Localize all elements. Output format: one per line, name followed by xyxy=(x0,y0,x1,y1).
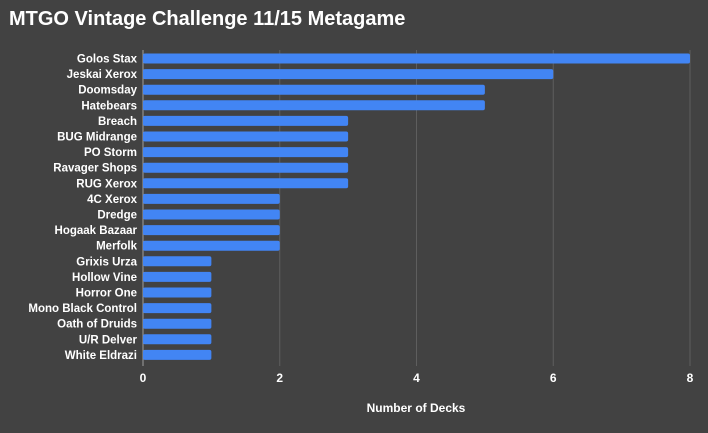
x-tick-label: 2 xyxy=(276,371,283,385)
category-label: White Eldrazi xyxy=(65,350,137,362)
x-tick-label: 8 xyxy=(687,371,694,385)
bar xyxy=(143,334,212,345)
bar xyxy=(143,115,349,126)
bar xyxy=(143,209,280,220)
category-label: BUG Midrange xyxy=(57,132,137,144)
bar xyxy=(143,303,212,314)
category-label: U/R Delver xyxy=(79,334,138,346)
category-label: Ravager Shops xyxy=(53,163,137,175)
category-label: Dredge xyxy=(97,210,137,222)
bar xyxy=(143,100,485,111)
bar xyxy=(143,256,212,267)
bar xyxy=(143,53,690,64)
bar xyxy=(143,162,349,173)
x-tick-label: 0 xyxy=(140,371,147,385)
category-label: Breach xyxy=(98,116,137,128)
bar xyxy=(143,240,280,251)
category-label: Doomsday xyxy=(78,85,137,97)
category-label: PO Storm xyxy=(84,147,137,159)
bar xyxy=(143,84,485,95)
category-label: Golos Stax xyxy=(77,54,138,66)
category-label: Mono Black Control xyxy=(28,303,137,315)
bar xyxy=(143,271,212,282)
x-tick-label: 6 xyxy=(550,371,557,385)
bar xyxy=(143,131,349,142)
bar xyxy=(143,193,280,204)
category-label: Oath of Druids xyxy=(57,319,137,331)
x-axis-label: Number of Decks xyxy=(367,401,466,415)
bar xyxy=(143,318,212,329)
x-tick-label: 4 xyxy=(413,371,420,385)
category-label: Hatebears xyxy=(81,100,137,112)
category-label: Horror One xyxy=(76,288,137,300)
bar xyxy=(143,69,554,80)
bar xyxy=(143,225,280,236)
category-label: 4C Xerox xyxy=(87,194,137,206)
bar xyxy=(143,147,349,158)
category-label: Merfolk xyxy=(96,241,138,253)
category-label: RUG Xerox xyxy=(76,178,137,190)
category-label: Jeskai Xerox xyxy=(67,69,138,81)
chart-title: MTGO Vintage Challenge 11/15 Metagame xyxy=(9,8,406,30)
bar xyxy=(143,287,212,298)
category-label: Hogaak Bazaar xyxy=(55,225,138,237)
category-label: Hollow Vine xyxy=(72,272,137,284)
bar xyxy=(143,349,212,360)
bar xyxy=(143,178,349,189)
category-label: Grixis Urza xyxy=(76,256,137,268)
